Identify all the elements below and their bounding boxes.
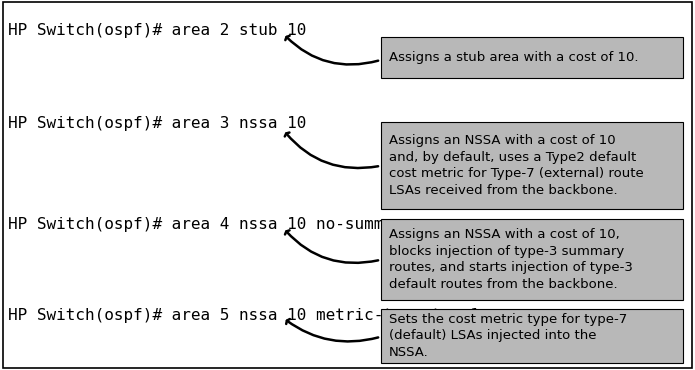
Text: HP Switch(ospf)# area 4 nssa 10 no-summary: HP Switch(ospf)# area 4 nssa 10 no-summa… xyxy=(8,217,413,232)
FancyBboxPatch shape xyxy=(381,309,683,363)
Text: Sets the cost metric type for type-7
(default) LSAs injected into the
NSSA.: Sets the cost metric type for type-7 (de… xyxy=(389,313,628,359)
Text: Assigns an NSSA with a cost of 10
and, by default, uses a Type2 default
cost met: Assigns an NSSA with a cost of 10 and, b… xyxy=(389,134,644,197)
FancyBboxPatch shape xyxy=(381,122,683,209)
Text: HP Switch(ospf)# area 2 stub 10: HP Switch(ospf)# area 2 stub 10 xyxy=(8,23,306,38)
FancyBboxPatch shape xyxy=(381,219,683,300)
Text: Assigns a stub area with a cost of 10.: Assigns a stub area with a cost of 10. xyxy=(389,51,639,64)
FancyBboxPatch shape xyxy=(3,2,692,368)
FancyBboxPatch shape xyxy=(381,37,683,78)
Text: Assigns an NSSA with a cost of 10,
blocks injection of type-3 summary
routes, an: Assigns an NSSA with a cost of 10, block… xyxy=(389,229,633,291)
Text: HP Switch(ospf)# area 3 nssa 10: HP Switch(ospf)# area 3 nssa 10 xyxy=(8,116,306,131)
Text: HP Switch(ospf)# area 5 nssa 10 metric-type type1: HP Switch(ospf)# area 5 nssa 10 metric-t… xyxy=(8,308,480,323)
